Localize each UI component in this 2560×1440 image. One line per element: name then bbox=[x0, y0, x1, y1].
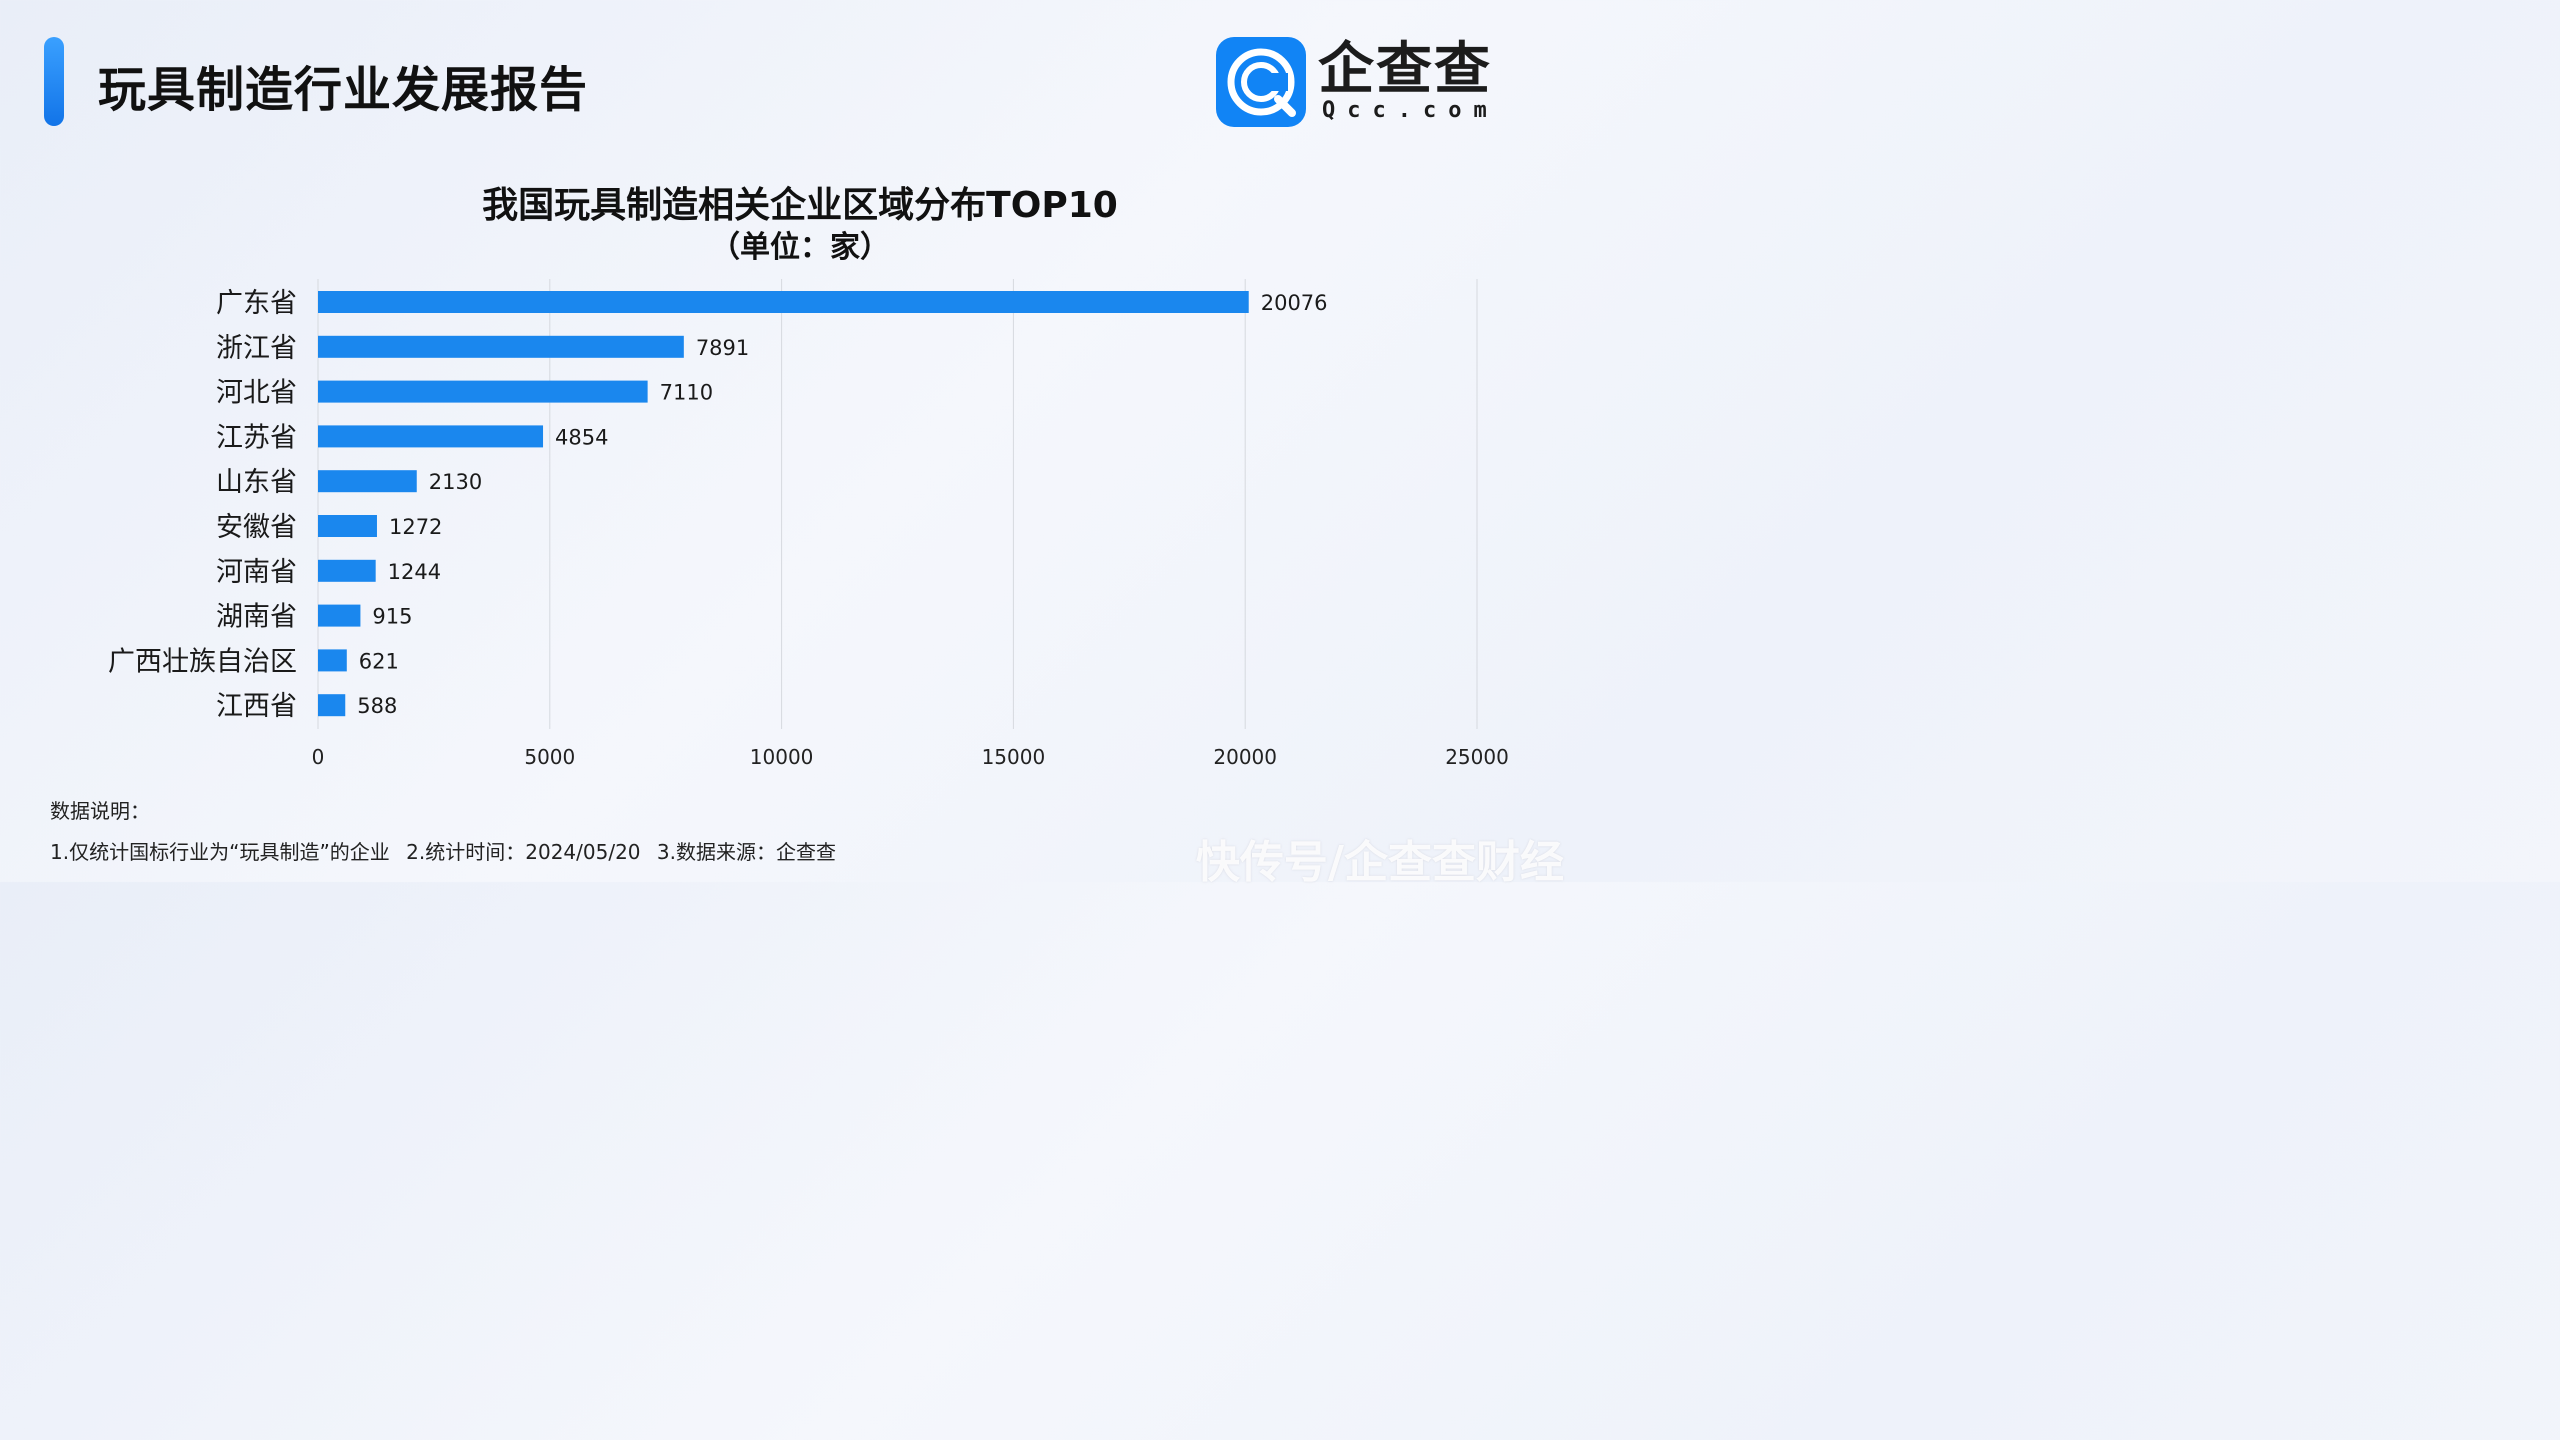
bar bbox=[318, 335, 684, 358]
notes-heading: 数据说明： bbox=[50, 799, 150, 823]
data-label: 588 bbox=[357, 694, 397, 718]
x-tick-label: 20000 bbox=[1213, 745, 1277, 769]
y-category-label: 广东省 bbox=[216, 288, 297, 319]
qcc-logo-icon bbox=[1216, 37, 1306, 127]
data-label: 4854 bbox=[555, 425, 608, 449]
x-tick-label: 10000 bbox=[750, 745, 814, 769]
data-label: 621 bbox=[359, 649, 399, 673]
bar bbox=[318, 291, 1249, 313]
bar bbox=[318, 604, 361, 627]
y-category-label: 河南省 bbox=[216, 557, 297, 588]
y-category-label: 浙江省 bbox=[216, 333, 297, 364]
x-tick-label: 5000 bbox=[524, 745, 575, 769]
data-label: 20076 bbox=[1261, 291, 1328, 315]
x-tick-label: 0 bbox=[312, 745, 325, 769]
bar bbox=[318, 559, 376, 582]
page-title: 玩具制造行业发展报告 bbox=[98, 62, 589, 118]
data-label: 2130 bbox=[429, 470, 482, 494]
bar bbox=[318, 694, 346, 717]
data-label: 1244 bbox=[388, 560, 441, 584]
logo-wordmark-cn: 企查查 bbox=[1318, 37, 1492, 102]
x-tick-label: 25000 bbox=[1445, 745, 1509, 769]
bar bbox=[318, 380, 648, 403]
y-category-label: 江西省 bbox=[216, 691, 297, 722]
data-label: 915 bbox=[372, 605, 412, 629]
bar-chart: 0 5000 10000 15000 20000 25000 广东省 20076 浙江省 7891… bbox=[108, 279, 1509, 769]
data-label: 1272 bbox=[389, 515, 442, 539]
chart-title: 我国玩具制造相关企业区域分布TOP10 bbox=[482, 185, 1118, 226]
y-category-label: 湖南省 bbox=[216, 602, 297, 633]
y-category-label: 安徽省 bbox=[216, 512, 297, 543]
watermark: 快传号/企查查财经 bbox=[1195, 837, 1564, 888]
y-category-label: 广西壮族自治区 bbox=[108, 646, 297, 677]
data-label: 7110 bbox=[660, 381, 713, 405]
bar bbox=[318, 649, 347, 672]
y-category-label: 河北省 bbox=[216, 378, 297, 409]
notes-text: 1.仅统计国标行业为“玩具制造”的企业 2.统计时间：2024/05/20 3.… bbox=[50, 840, 836, 864]
title-accent-bar bbox=[44, 37, 64, 126]
chart-subtitle: （单位：家） bbox=[710, 230, 890, 265]
logo-wordmark-en: Qcc.com bbox=[1322, 98, 1499, 123]
data-label: 7891 bbox=[696, 336, 749, 360]
y-category-label: 江苏省 bbox=[216, 422, 297, 453]
bar bbox=[318, 425, 544, 448]
x-tick-label: 15000 bbox=[982, 745, 1046, 769]
bar bbox=[318, 470, 417, 493]
bar bbox=[318, 515, 377, 537]
y-category-label: 山东省 bbox=[216, 467, 297, 498]
